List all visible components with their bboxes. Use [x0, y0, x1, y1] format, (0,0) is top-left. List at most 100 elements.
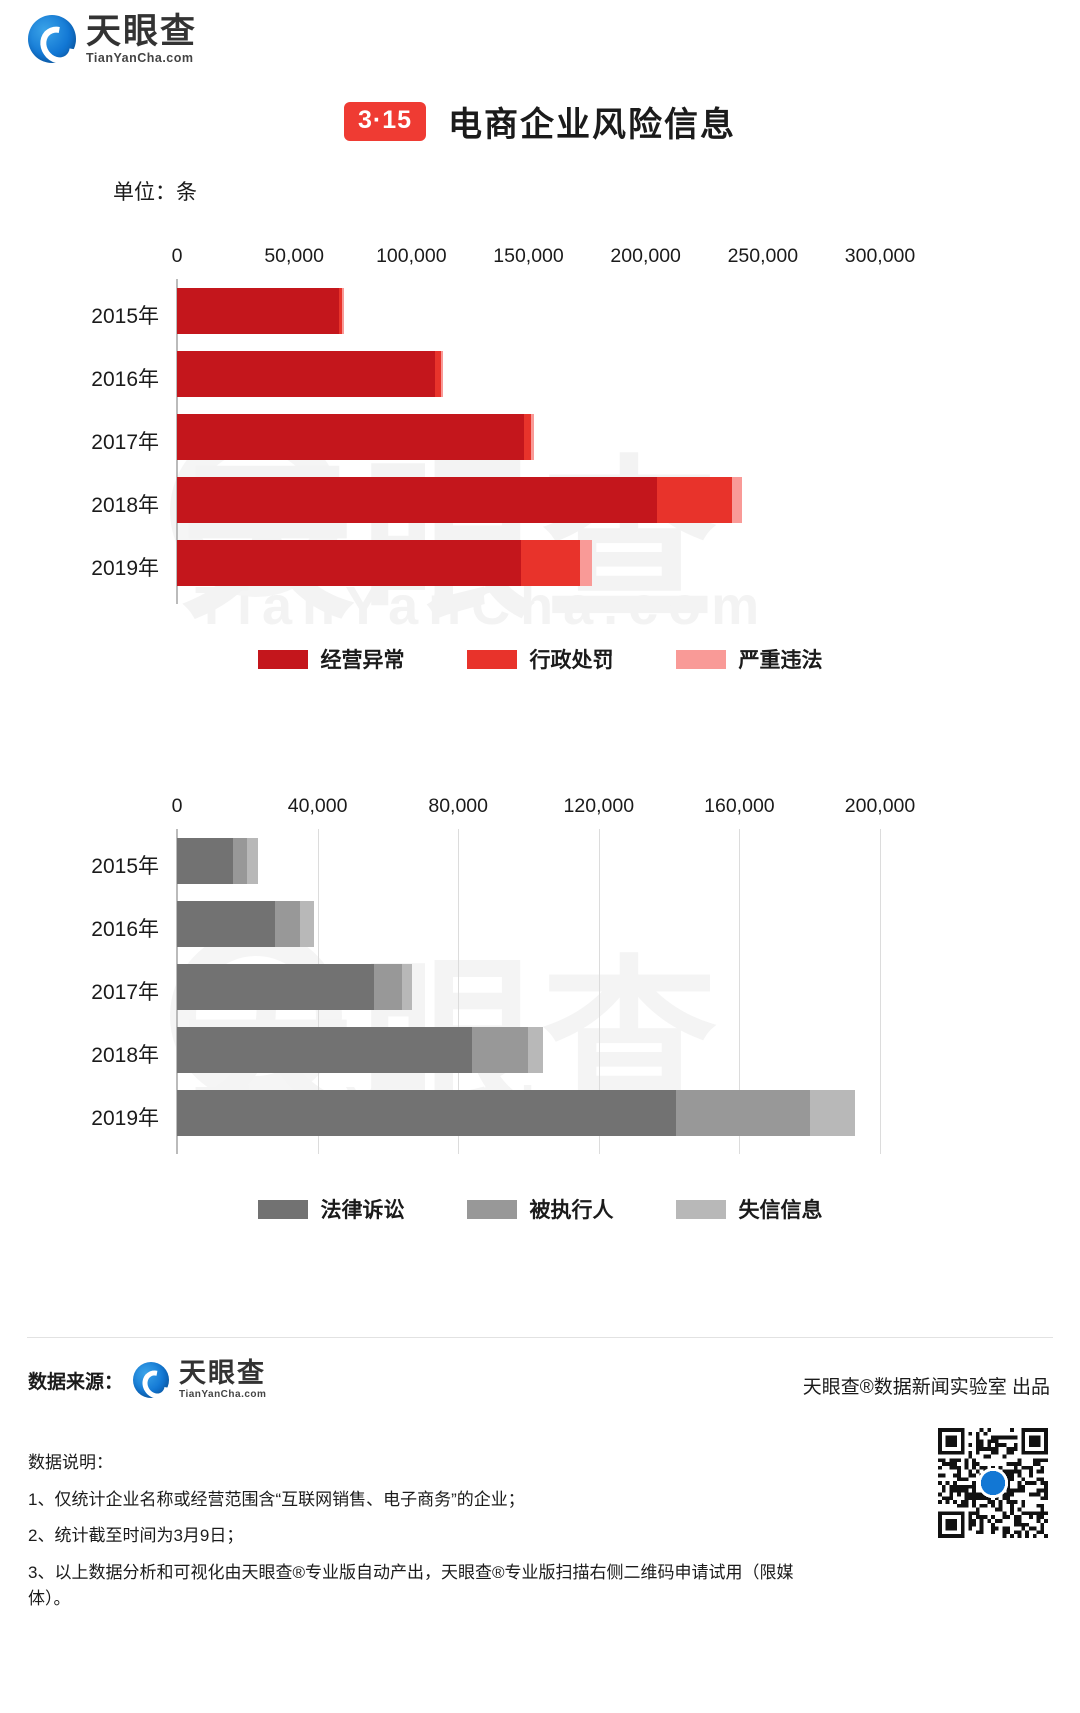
data-notes: 数据说明： 1、仅统计企业名称或经营范围含“互联网销售、电子商务”的企业； 2、…	[28, 1448, 798, 1622]
chart-row: 2017年	[0, 955, 1080, 1018]
x-axis-tick-label: 80,000	[428, 795, 489, 817]
y-axis-category-label: 2019年	[91, 556, 159, 580]
bar-segment[interactable]	[247, 837, 258, 884]
stacked-bar[interactable]	[177, 837, 258, 884]
x-axis-ticks: 0 40,000 80,000 120,000 160,000 200,000	[0, 795, 1080, 821]
bar-segment[interactable]	[809, 1089, 856, 1136]
stacked-bar[interactable]	[177, 1026, 543, 1073]
stacked-bar[interactable]	[177, 539, 592, 586]
bar-segment[interactable]	[440, 350, 444, 397]
bar-segment[interactable]	[676, 1089, 810, 1136]
data-note: 1、仅统计企业名称或经营范围含“互联网销售、电子商务”的企业；	[28, 1490, 525, 1509]
gridline	[739, 829, 741, 1154]
risk-info-chart-gray: 0 40,000 80,000 120,000 160,000 200,000 2015年 2…	[0, 795, 1080, 1222]
stacked-bar[interactable]	[177, 350, 444, 397]
bar-segment[interactable]	[275, 900, 300, 947]
bar-segment[interactable]	[177, 963, 374, 1010]
chart-row: 2018年	[0, 1018, 1080, 1081]
footer-divider	[27, 1337, 1053, 1338]
bar-segment[interactable]	[373, 963, 402, 1010]
bar-segment[interactable]	[177, 1089, 677, 1136]
tianyancha-logo-icon-footer	[133, 1362, 170, 1398]
stacked-bar[interactable]	[177, 900, 315, 947]
legend-item[interactable]: 被执行人	[466, 1194, 614, 1224]
bar-segment[interactable]	[521, 539, 581, 586]
x-axis-tick-label: 150,000	[493, 245, 564, 267]
bar-segment[interactable]	[523, 413, 531, 460]
data-note: 3、以上数据分析和可视化由天眼查®专业版自动产出，天眼查®专业版扫描右侧二维码申…	[28, 1562, 794, 1609]
brand-name-cn: 天眼查	[86, 12, 198, 51]
x-axis-tick-label: 120,000	[563, 795, 635, 817]
legend-swatch	[675, 649, 726, 669]
chart-row: 2019年	[0, 531, 1080, 594]
gridline	[880, 829, 881, 1154]
bar-segment[interactable]	[434, 350, 441, 397]
legend-swatch	[466, 1199, 517, 1219]
bar-segment[interactable]	[530, 413, 535, 460]
bar-segment[interactable]	[580, 539, 592, 586]
produced-by: 天眼查®数据新闻实验室 出品	[802, 1377, 1050, 1398]
x-axis-ticks: 0 50,000 100,000 150,000 200,000 250,000 300,0…	[0, 245, 1080, 271]
y-axis-category-label: 2015年	[91, 854, 159, 878]
bar-segment[interactable]	[342, 287, 345, 334]
chart-row: 2016年	[0, 342, 1080, 405]
x-axis-tick-label: 50,000	[264, 245, 324, 267]
bar-segment[interactable]	[177, 1026, 473, 1073]
bar-segment[interactable]	[657, 476, 733, 523]
stacked-bar[interactable]	[177, 413, 535, 460]
legend-item[interactable]: 经营异常	[257, 644, 405, 674]
bar-segment[interactable]	[177, 900, 276, 947]
brand-header: 天眼查 TianYanCha.com	[28, 14, 197, 65]
qr-code-image	[938, 1428, 1048, 1538]
legend-item[interactable]: 法律诉讼	[257, 1194, 405, 1224]
y-axis-category-label: 2015年	[91, 304, 159, 328]
legend-item[interactable]: 失信信息	[675, 1194, 823, 1224]
bar-segment[interactable]	[528, 1026, 543, 1073]
bar-segment[interactable]	[233, 837, 248, 884]
y-axis-category-label: 2018年	[91, 1043, 159, 1067]
bar-segment[interactable]	[300, 900, 315, 947]
qr-code[interactable]	[938, 1428, 1048, 1538]
bar-segment[interactable]	[177, 837, 234, 884]
legend-swatch	[466, 649, 517, 669]
stacked-bar[interactable]	[177, 476, 742, 523]
badge-315: 3·15	[343, 102, 427, 141]
chart-row: 2017年	[0, 405, 1080, 468]
y-axis-category-label: 2018年	[91, 493, 159, 517]
stacked-bar[interactable]	[177, 1089, 856, 1136]
legend-swatch	[257, 1199, 308, 1219]
legend-label: 法律诉讼	[320, 1199, 405, 1222]
bar-segment[interactable]	[401, 963, 413, 1010]
bar-segment[interactable]	[177, 539, 522, 586]
x-axis-tick-label: 250,000	[727, 245, 799, 267]
bar-segment[interactable]	[732, 476, 742, 523]
chart-row: 2016年	[0, 892, 1080, 955]
y-axis-category-label: 2016年	[91, 367, 159, 391]
y-axis-category-label: 2019年	[91, 1106, 159, 1130]
chart-row: 2015年	[0, 279, 1080, 342]
bar-segment[interactable]	[177, 287, 339, 334]
stacked-bar[interactable]	[177, 963, 413, 1010]
bar-segment[interactable]	[338, 287, 343, 334]
plot-area: 2015年 2016年 2017年 2018年 2019年	[0, 829, 1080, 1154]
brand-url: TianYanCha.com	[86, 51, 194, 65]
page-title: 电商企业风险信息	[448, 106, 737, 144]
chart-row: 2018年	[0, 468, 1080, 531]
bar-segment[interactable]	[177, 476, 658, 523]
page-title-row: 3·15 电商企业风险信息	[0, 97, 1080, 146]
plot-area: 2015年 2016年 2017年 2018年 2019年	[0, 279, 1080, 604]
legend-swatch	[257, 649, 308, 669]
bar-segment[interactable]	[177, 350, 435, 397]
x-axis-tick-label: 40,000	[287, 795, 348, 817]
data-notes-heading: 数据说明：	[28, 1453, 113, 1472]
bar-segment[interactable]	[472, 1026, 529, 1073]
stacked-bar[interactable]	[177, 287, 345, 334]
bar-segment[interactable]	[177, 413, 524, 460]
y-axis-category-label: 2017年	[91, 980, 159, 1004]
legend-item[interactable]: 行政处罚	[466, 644, 614, 674]
x-axis-tick-label: 300,000	[844, 245, 916, 267]
legend-item[interactable]: 严重违法	[675, 644, 823, 674]
x-axis-tick-label: 0	[171, 245, 183, 267]
gridline	[598, 829, 600, 1154]
x-axis-tick-label: 100,000	[376, 245, 447, 267]
